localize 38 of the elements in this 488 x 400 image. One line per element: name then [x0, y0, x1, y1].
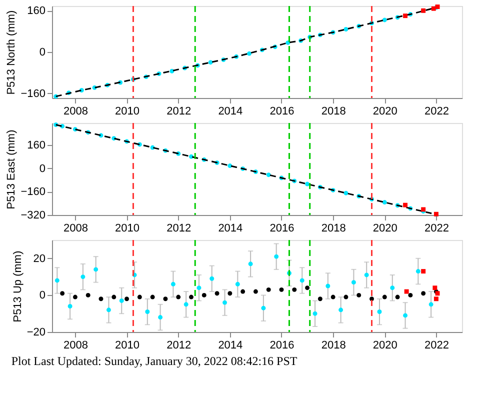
- x-tick-label: 2012: [166, 106, 192, 118]
- x-tick-label: 2008: [63, 106, 88, 118]
- x-tick-label: 2012: [166, 340, 192, 352]
- x-tick-label: 2020: [372, 222, 398, 234]
- x-tick-label: 2018: [321, 222, 346, 234]
- x-tick-label: 2008: [63, 340, 88, 352]
- x-tick-label: 2018: [321, 340, 346, 352]
- y-axis-title: P513 North (mm): [6, 10, 18, 95]
- x-tick-label: 2014: [218, 340, 243, 352]
- x-tick-label: 2012: [166, 222, 192, 234]
- y-axis-title: P513 Up (mm): [12, 250, 24, 322]
- y-tick-label: 0: [39, 162, 46, 175]
- x-tick-label: 2010: [115, 222, 140, 234]
- x-tick-label: 2020: [372, 106, 398, 118]
- x-tick-label: 2016: [270, 340, 294, 352]
- x-tick-label: 2008: [63, 222, 88, 234]
- y-tick-label: −160: [20, 88, 46, 100]
- x-tick-label: 2010: [115, 340, 140, 352]
- y-tick-label: 0: [39, 46, 46, 58]
- x-tick-label: 2018: [321, 106, 346, 118]
- y-tick-label: −160: [20, 186, 46, 198]
- y-tick-label: 20: [33, 252, 46, 265]
- x-tick-label: 2022: [424, 340, 449, 352]
- x-tick-label: 2022: [424, 222, 449, 234]
- x-tick-label: 2016: [270, 106, 294, 118]
- x-tick-label: 2022: [424, 106, 449, 118]
- x-tick-label: 2014: [218, 222, 243, 234]
- x-tick-label: 2014: [218, 106, 243, 118]
- x-tick-label: 2016: [270, 222, 294, 234]
- y-tick-label: 160: [27, 5, 46, 18]
- y-tick-label: 0: [39, 290, 46, 302]
- x-tick-label: 2010: [115, 106, 140, 118]
- x-tick-label: 2020: [372, 340, 398, 352]
- y-axis-title: P513 East (mm): [6, 130, 18, 210]
- y-tick-label: −320: [20, 210, 46, 222]
- y-tick-label: 160: [27, 139, 46, 152]
- text: Plot Last Updated: Sunday, January 30, 2022 08:42:16 PST: [11, 354, 298, 368]
- y-tick-label: −20: [26, 326, 46, 338]
